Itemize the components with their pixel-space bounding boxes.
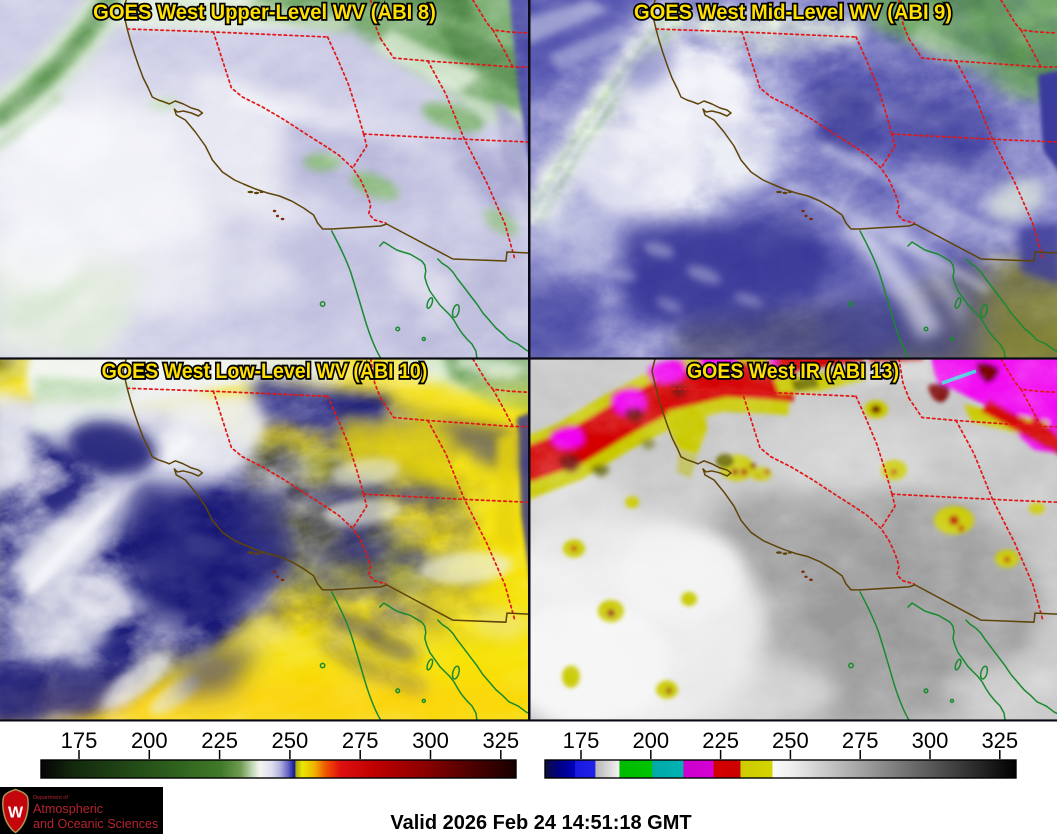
svg-text:Valid 2026 Feb 24 14:51:18 GMT: Valid 2026 Feb 24 14:51:18 GMT xyxy=(390,812,691,834)
svg-text:GOES West Mid-Level WV (ABI 9): GOES West Mid-Level WV (ABI 9) xyxy=(634,1,952,24)
svg-text:GOES West Low-Level WV (ABI 10: GOES West Low-Level WV (ABI 10) xyxy=(102,360,428,383)
svg-text:250: 250 xyxy=(272,728,309,753)
svg-text:200: 200 xyxy=(632,728,669,753)
svg-text:225: 225 xyxy=(702,728,739,753)
svg-text:200: 200 xyxy=(131,728,168,753)
svg-text:Atmospheric: Atmospheric xyxy=(33,802,103,816)
svg-text:and Oceanic Sciences: and Oceanic Sciences xyxy=(33,817,158,831)
svg-text:GOES West Mid-Level WV (ABI 9): GOES West Mid-Level WV (ABI 9) xyxy=(634,1,952,24)
svg-text:275: 275 xyxy=(342,728,379,753)
svg-text:Department of: Department of xyxy=(33,795,68,801)
svg-text:325: 325 xyxy=(482,728,519,753)
svg-text:325: 325 xyxy=(981,728,1018,753)
svg-text:175: 175 xyxy=(61,728,98,753)
svg-text:300: 300 xyxy=(412,728,449,753)
svg-text:GOES West Low-Level WV (ABI 10: GOES West Low-Level WV (ABI 10) xyxy=(102,360,428,383)
svg-text:GOES West IR (ABI 13): GOES West IR (ABI 13) xyxy=(687,360,899,383)
svg-text:GOES West Upper-Level WV (ABI: GOES West Upper-Level WV (ABI 8) xyxy=(93,1,436,24)
svg-text:W: W xyxy=(8,805,24,822)
svg-text:225: 225 xyxy=(201,728,238,753)
svg-text:175: 175 xyxy=(563,728,600,753)
svg-text:GOES West Upper-Level WV (ABI: GOES West Upper-Level WV (ABI 8) xyxy=(93,1,436,24)
svg-text:300: 300 xyxy=(912,728,949,753)
svg-text:GOES West IR (ABI 13): GOES West IR (ABI 13) xyxy=(687,360,899,383)
svg-text:250: 250 xyxy=(772,728,809,753)
svg-text:275: 275 xyxy=(842,728,879,753)
